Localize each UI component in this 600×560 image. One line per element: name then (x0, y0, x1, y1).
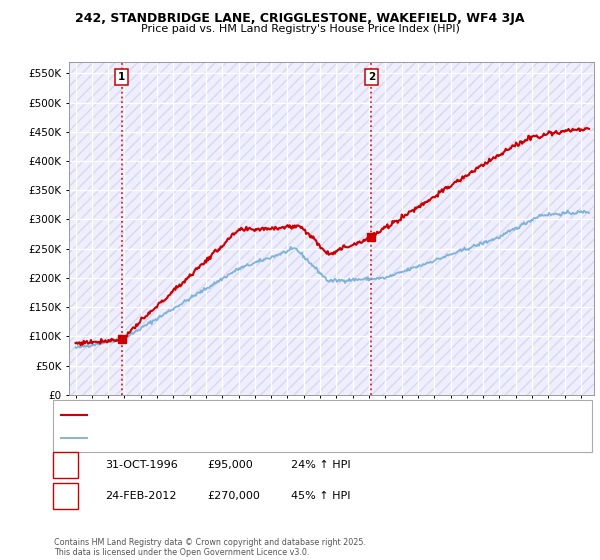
Text: 242, STANDBRIDGE LANE, CRIGGLESTONE, WAKEFIELD, WF4 3JA (detached house): 242, STANDBRIDGE LANE, CRIGGLESTONE, WAK… (92, 410, 496, 421)
Text: 2: 2 (368, 72, 375, 82)
Text: 24% ↑ HPI: 24% ↑ HPI (291, 460, 350, 470)
Text: HPI: Average price, detached house, Wakefield: HPI: Average price, detached house, Wake… (92, 433, 320, 444)
Text: 1: 1 (118, 72, 125, 82)
Text: 242, STANDBRIDGE LANE, CRIGGLESTONE, WAKEFIELD, WF4 3JA: 242, STANDBRIDGE LANE, CRIGGLESTONE, WAK… (75, 12, 525, 25)
Text: 2: 2 (62, 491, 69, 501)
Text: 1: 1 (62, 460, 69, 470)
Text: Price paid vs. HM Land Registry's House Price Index (HPI): Price paid vs. HM Land Registry's House … (140, 24, 460, 34)
Text: £270,000: £270,000 (207, 491, 260, 501)
Text: £95,000: £95,000 (207, 460, 253, 470)
Text: 31-OCT-1996: 31-OCT-1996 (105, 460, 178, 470)
Text: 45% ↑ HPI: 45% ↑ HPI (291, 491, 350, 501)
Text: Contains HM Land Registry data © Crown copyright and database right 2025.
This d: Contains HM Land Registry data © Crown c… (54, 538, 366, 557)
Text: 24-FEB-2012: 24-FEB-2012 (105, 491, 176, 501)
